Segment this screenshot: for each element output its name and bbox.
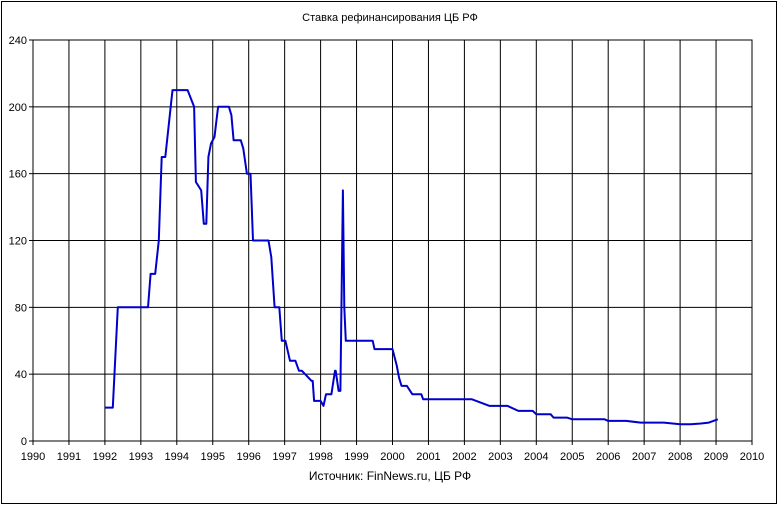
y-tick-label: 120 bbox=[9, 236, 27, 248]
y-tick-label: 40 bbox=[15, 369, 27, 381]
chart-title: Ставка рефинансирования ЦБ РФ bbox=[302, 12, 478, 24]
x-tick-label: 2009 bbox=[704, 451, 728, 463]
x-tick-label: 1990 bbox=[21, 451, 45, 463]
x-tick-label: 2007 bbox=[632, 451, 656, 463]
x-tick-label: 2003 bbox=[488, 451, 512, 463]
x-tick-label: 2005 bbox=[560, 451, 584, 463]
source-note: Источник: FinNews.ru, ЦБ РФ bbox=[308, 469, 472, 483]
x-tick-label: 2004 bbox=[524, 451, 548, 463]
y-tick-label: 240 bbox=[9, 35, 27, 47]
x-tick-label: 1994 bbox=[165, 451, 189, 463]
x-tick-label: 2008 bbox=[668, 451, 692, 463]
x-tick-label: 1997 bbox=[272, 451, 296, 463]
x-tick-label: 1993 bbox=[129, 451, 153, 463]
y-tick-label: 200 bbox=[9, 102, 27, 114]
x-tick-label: 1998 bbox=[308, 451, 332, 463]
x-tick-label: 2001 bbox=[416, 451, 440, 463]
x-tick-label: 2006 bbox=[596, 451, 620, 463]
x-tick-label: 2000 bbox=[380, 451, 404, 463]
y-tick-label: 160 bbox=[9, 169, 27, 181]
x-tick-label: 2002 bbox=[452, 451, 476, 463]
x-tick-label: 1992 bbox=[93, 451, 117, 463]
y-tick-label: 80 bbox=[15, 302, 27, 314]
x-tick-label: 1996 bbox=[236, 451, 260, 463]
x-axis-ticks: 1990 1991 1992 1993 1994 1995 1996 1997 1998 1999… bbox=[21, 441, 764, 463]
series-line bbox=[104, 89, 719, 426]
x-tick-label: 1995 bbox=[201, 451, 225, 463]
y-tick-label: 0 bbox=[21, 436, 27, 448]
x-tick-label: 2010 bbox=[740, 451, 764, 463]
y-axis-ticks: 0 40 80 120 160 200 240 bbox=[9, 35, 33, 448]
x-tick-label: 1999 bbox=[344, 451, 368, 463]
x-tick-label: 1991 bbox=[57, 451, 81, 463]
grid-lines bbox=[33, 40, 752, 441]
